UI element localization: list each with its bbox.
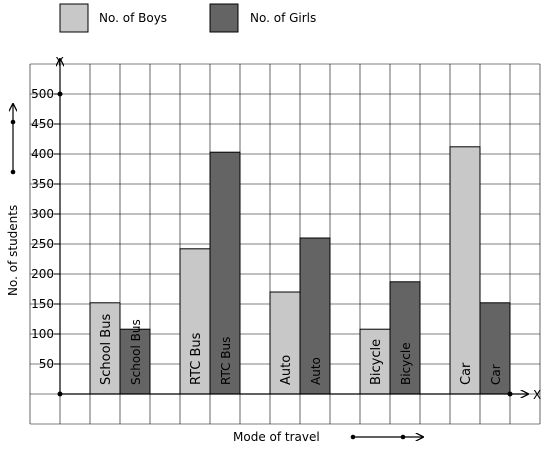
bar-label: Car [489, 364, 503, 385]
y-tick-label: 250 [31, 237, 54, 251]
bar-label: Auto [309, 357, 323, 385]
bar-rtc-bus-boys [179, 248, 211, 395]
bar-labels: School Bus School Bus RTC Bus RTC Bus Auto Au… [99, 314, 503, 385]
legend-swatch-girls [209, 3, 239, 33]
bar-label: RTC Bus [219, 337, 233, 385]
legend: No. of Boys No. of Girls [59, 3, 316, 33]
legend-label-girls: No. of Girls [250, 11, 316, 25]
bar-label: School Bus [129, 319, 143, 385]
y-tick-label: 300 [31, 207, 54, 221]
y-tick-label: 400 [31, 147, 54, 161]
y-tick-label: 450 [31, 117, 54, 131]
x-direction-arrow [350, 435, 423, 440]
bar-bicycle-boys [359, 328, 391, 395]
bar-label: RTC Bus [189, 332, 204, 385]
y-tick-labels: 50 100 150 200 250 300 350 400 450 500 [31, 87, 60, 371]
bar-rtc-bus-girls [209, 151, 241, 395]
bar-car-boys [449, 146, 481, 395]
y-tick-label: 500 [31, 87, 54, 101]
bar-school-bus-boys [89, 302, 121, 395]
x-axis-dot [507, 391, 513, 397]
bars [89, 146, 511, 395]
x-axis-title: Mode of travel [233, 430, 320, 444]
bar-label: Bicycle [369, 339, 384, 385]
y-tick-label: 100 [31, 327, 54, 341]
y-tick-label: 350 [31, 177, 54, 191]
legend-swatch-boys [59, 3, 89, 33]
y-axis-dot [57, 91, 63, 97]
y-tick-label: 200 [31, 267, 54, 281]
origin-dot [57, 391, 63, 397]
bar-auto-boys [269, 291, 301, 395]
y-axis-title: No. of students [6, 205, 20, 296]
y-axis-letter: Y [55, 55, 64, 69]
y-tick-label: 150 [31, 297, 54, 311]
bar-label: School Bus [99, 314, 114, 385]
y-direction-arrow [11, 104, 16, 175]
legend-label-boys: No. of Boys [99, 11, 167, 25]
bar-auto-girls [299, 237, 331, 395]
bar-label: Auto [279, 355, 294, 385]
y-tick-label: 50 [39, 357, 54, 371]
x-axis-letter: X [533, 388, 541, 402]
bar-school-bus-girls [119, 328, 151, 395]
bar-car-girls [479, 302, 511, 395]
bar-label: Bicycle [399, 342, 413, 385]
bar-label: Car [459, 362, 474, 385]
bar-bicycle-girls [389, 281, 421, 395]
